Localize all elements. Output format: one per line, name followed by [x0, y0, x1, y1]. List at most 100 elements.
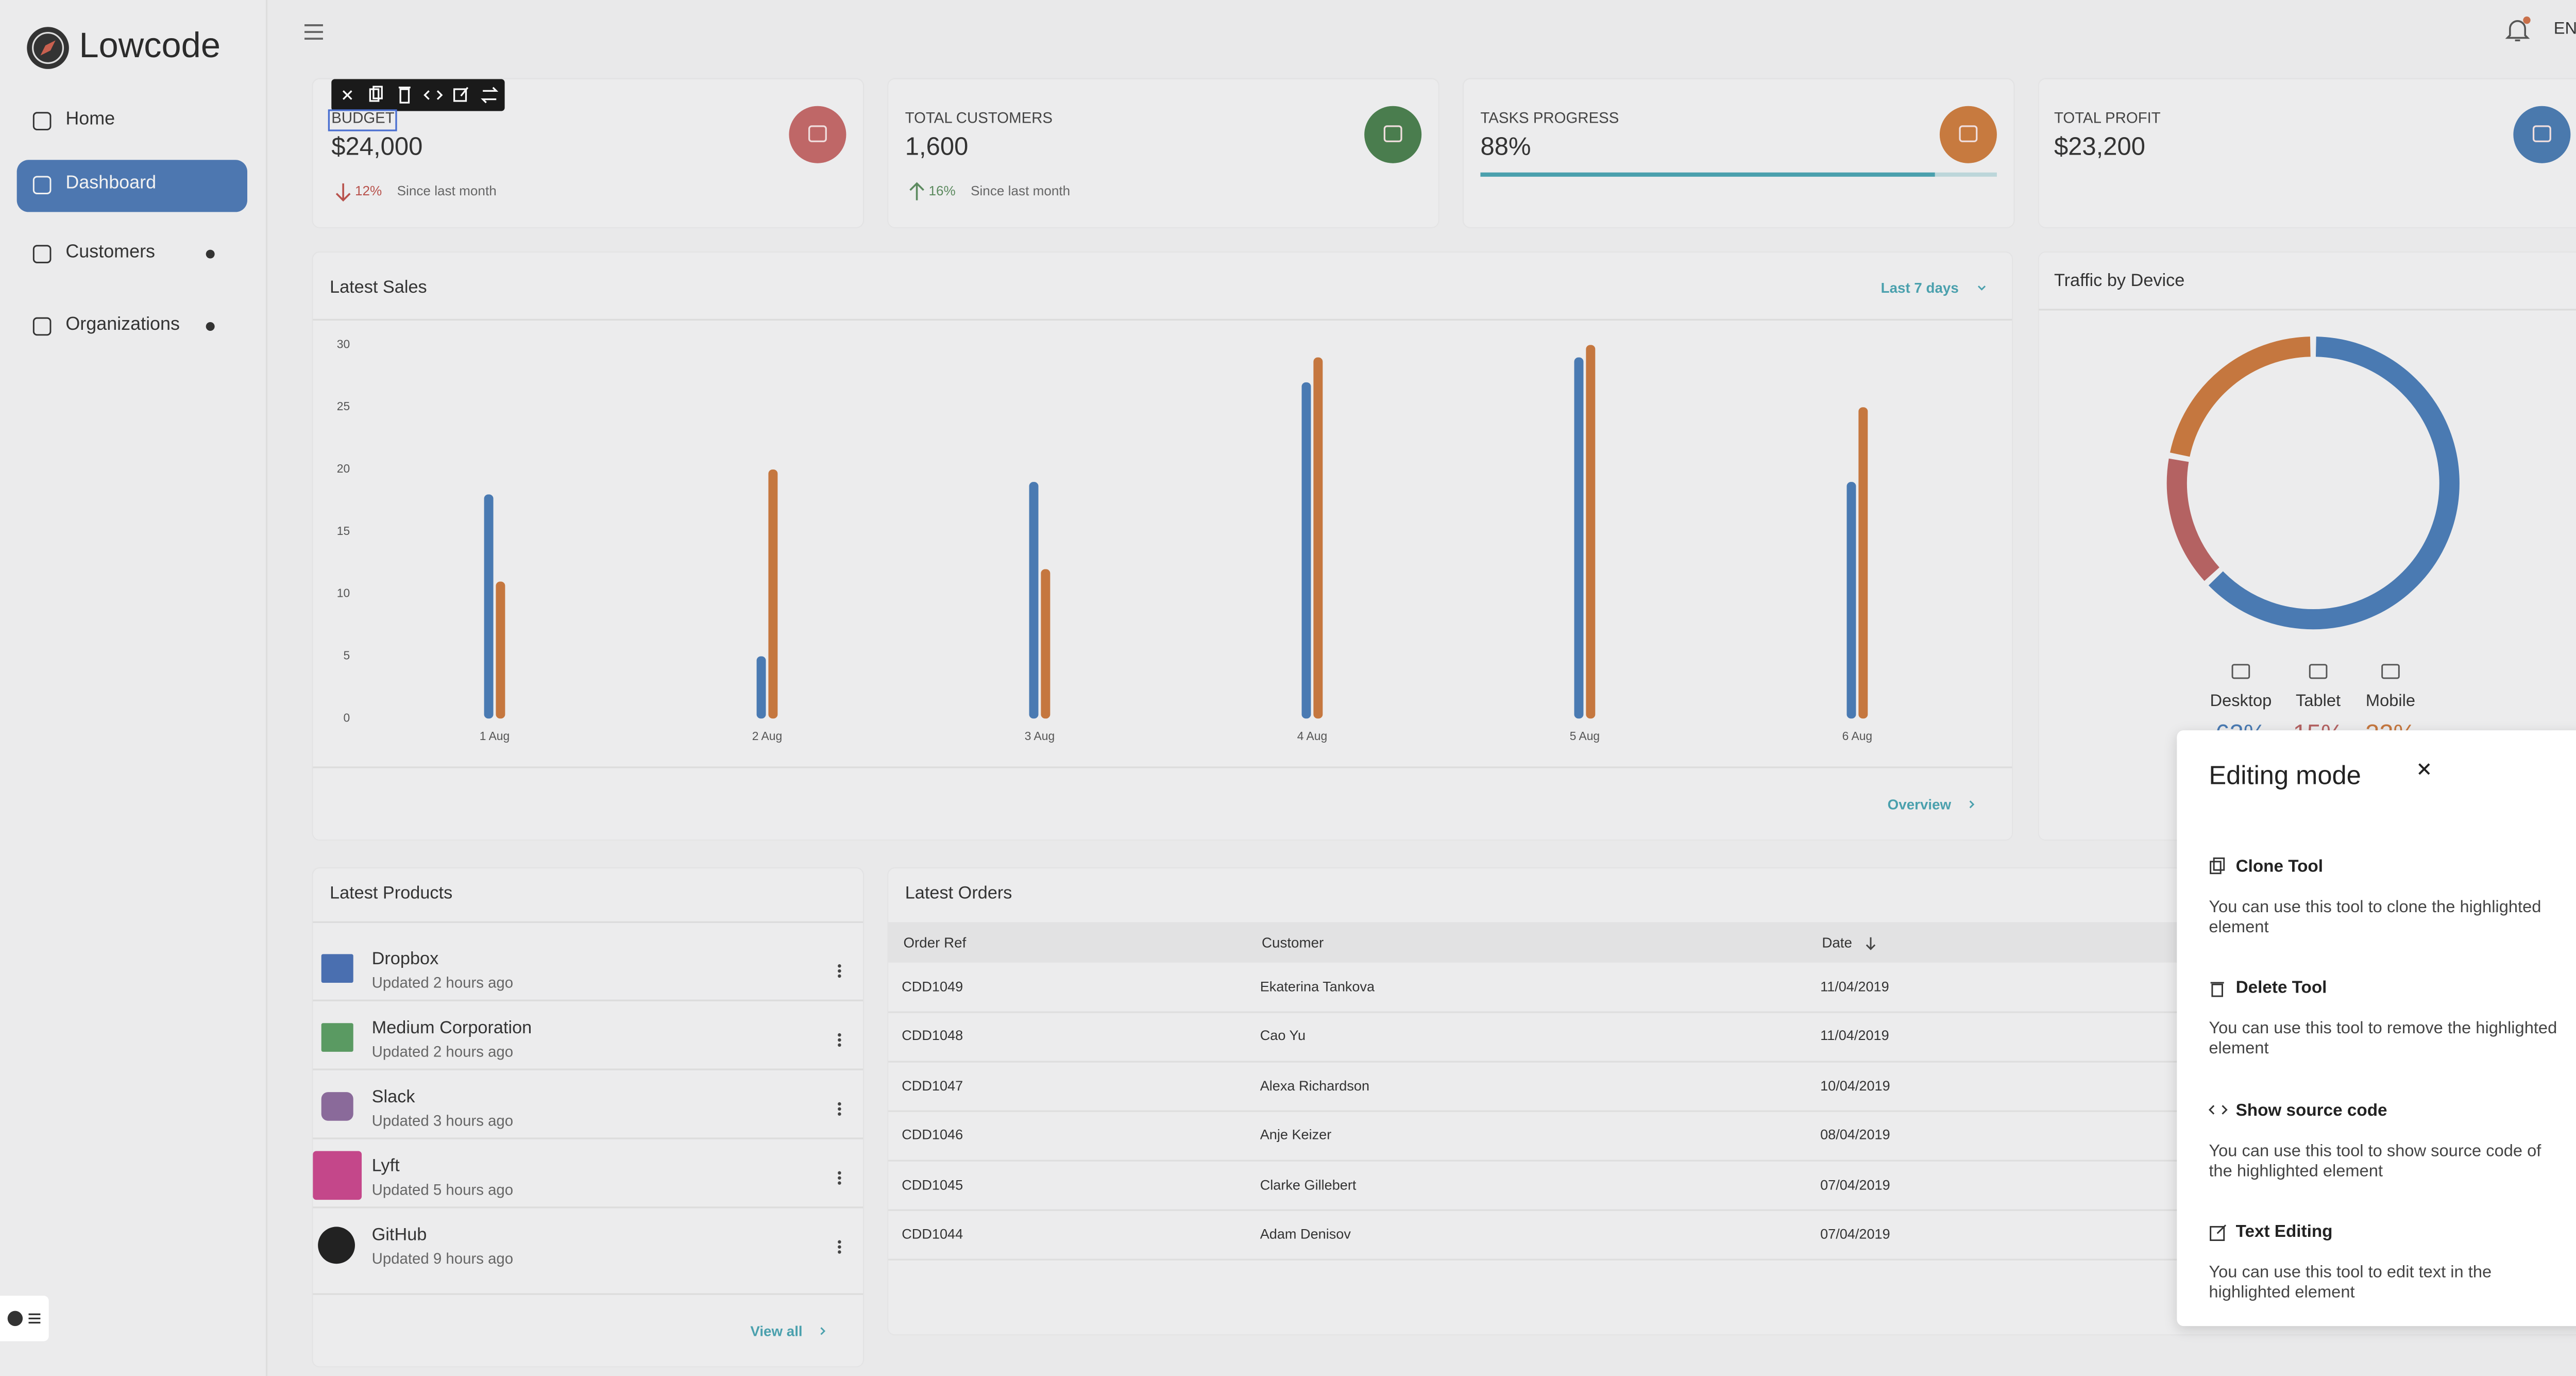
tool-name: Text Editing [2235, 1223, 2333, 1242]
nav-item[interactable]: Customers [65, 243, 156, 263]
tool-description: You can use this tool to edit text in th… [2209, 1264, 2492, 1303]
table-cell: 08/04/2019 [1820, 1126, 1890, 1143]
nav-item[interactable]: Organizations [65, 315, 180, 336]
table-cell: Anje Keizer [1260, 1126, 1332, 1143]
table-cell: Cao Yu [1260, 1027, 1306, 1044]
tool-name: Delete Tool [2235, 979, 2327, 998]
x-tick-label: 4 Aug [1297, 729, 1327, 743]
bar [1041, 569, 1050, 719]
close-icon[interactable] [2416, 761, 2433, 778]
x-tick-label: 2 Aug [752, 729, 782, 743]
nav-active[interactable] [16, 160, 248, 212]
kebab-dot [838, 1112, 841, 1116]
language[interactable]: EN [2553, 20, 2576, 39]
y-tick-label: 0 [343, 711, 350, 724]
sort-arrow [1866, 937, 1876, 950]
stat-value: $23,200 [2054, 132, 2146, 162]
kebab-dot [838, 964, 841, 968]
stat-card [2039, 79, 2576, 227]
nav-item[interactable]: Dashboard [65, 174, 157, 194]
kebab-dot [838, 1171, 841, 1175]
stat-value: $24,000 [331, 132, 423, 162]
bell-icon[interactable] [2505, 15, 2532, 44]
nav-icon [32, 112, 52, 130]
product-updated: Updated 2 hours ago [371, 974, 514, 991]
table-cell: CDD1049 [902, 978, 963, 995]
donut-segment [2170, 337, 2311, 457]
x-tick-label: 3 Aug [1025, 729, 1055, 743]
stat-icon [1939, 106, 1997, 163]
stat-title: TASKS PROGRESS [1480, 108, 1619, 126]
table-cell: 11/04/2019 [1820, 1027, 1889, 1044]
bar [496, 581, 505, 719]
device-icon [2309, 664, 2328, 679]
trend-arrow [909, 182, 924, 200]
x-tick-label: 1 Aug [480, 729, 510, 743]
table-cell: CDD1048 [902, 1027, 963, 1044]
bar [484, 494, 494, 719]
table-cell: 07/04/2019 [1820, 1176, 1890, 1193]
y-tick-label: 5 [343, 649, 350, 662]
kebab-dot [838, 974, 841, 978]
device-label: Tablet [2296, 691, 2341, 710]
product-name: GitHub [371, 1224, 427, 1245]
card-title: Latest Products [330, 883, 453, 903]
kebab-dot [838, 1176, 841, 1180]
stat-icon [789, 106, 846, 163]
y-tick-label: 20 [337, 462, 350, 475]
kebab-dot [838, 1245, 841, 1249]
tool-description: You can use this tool to remove the high… [2209, 1019, 2557, 1059]
card-title: Latest Orders [905, 883, 1012, 903]
product-updated: Updated 2 hours ago [371, 1043, 514, 1060]
kebab-dot [838, 1250, 841, 1254]
bar [1301, 382, 1311, 719]
table-cell: Adam Denisov [1260, 1225, 1351, 1242]
stat-title: BUDGET [331, 108, 395, 126]
product-updated: Updated 5 hours ago [371, 1180, 514, 1198]
footer-link[interactable]: View all [750, 1322, 803, 1339]
bar [768, 469, 778, 719]
bar [1858, 407, 1868, 719]
toolbar-icons[interactable] [331, 79, 504, 111]
product-logo [321, 954, 353, 983]
stat-title: TOTAL PROFIT [2054, 108, 2161, 126]
chevron [1969, 800, 1975, 809]
filter[interactable]: Last 7 days [1880, 279, 1959, 296]
kebab-dot [838, 1038, 841, 1042]
table-cell: CDD1047 [902, 1077, 963, 1094]
x-tick-label: 5 Aug [1570, 729, 1600, 743]
chevron [1977, 286, 1986, 291]
sales-card [313, 252, 2012, 840]
edit-toolbar [331, 79, 505, 111]
tool-name: Clone Tool [2235, 858, 2323, 877]
bar [1574, 357, 1584, 719]
table-cell: Clarke Gillebert [1260, 1176, 1357, 1193]
kebab-dot [838, 1033, 841, 1037]
stat-icon-glyph [808, 125, 827, 142]
kebab-dot [838, 1240, 841, 1244]
y-tick-label: 15 [337, 524, 350, 538]
nav-item[interactable]: Home [65, 110, 115, 130]
stat-icon [2513, 106, 2571, 163]
kebab-dot [838, 1043, 841, 1047]
stat-value: 1,600 [905, 132, 969, 162]
nav-icon [32, 317, 52, 336]
table-cell: Ekaterina Tankova [1260, 978, 1375, 995]
stat-value: 88% [1480, 132, 1531, 162]
product-logo [321, 1092, 353, 1121]
table-cell: 11/04/2019 [1820, 978, 1889, 995]
product-logo [321, 1023, 353, 1052]
product-logo [313, 1151, 362, 1200]
card-title: Latest Sales [330, 277, 427, 297]
stat-change: 16% [928, 183, 956, 199]
y-tick-label: 10 [337, 586, 350, 600]
table-cell: CDD1045 [902, 1176, 963, 1193]
device-icon [2231, 664, 2250, 679]
logo [27, 27, 69, 69]
column-header: Date [1822, 933, 1853, 951]
product-name: Medium Corporation [371, 1017, 532, 1038]
footer-link[interactable]: Overview [1887, 796, 1952, 813]
menu-icon[interactable] [303, 22, 325, 42]
